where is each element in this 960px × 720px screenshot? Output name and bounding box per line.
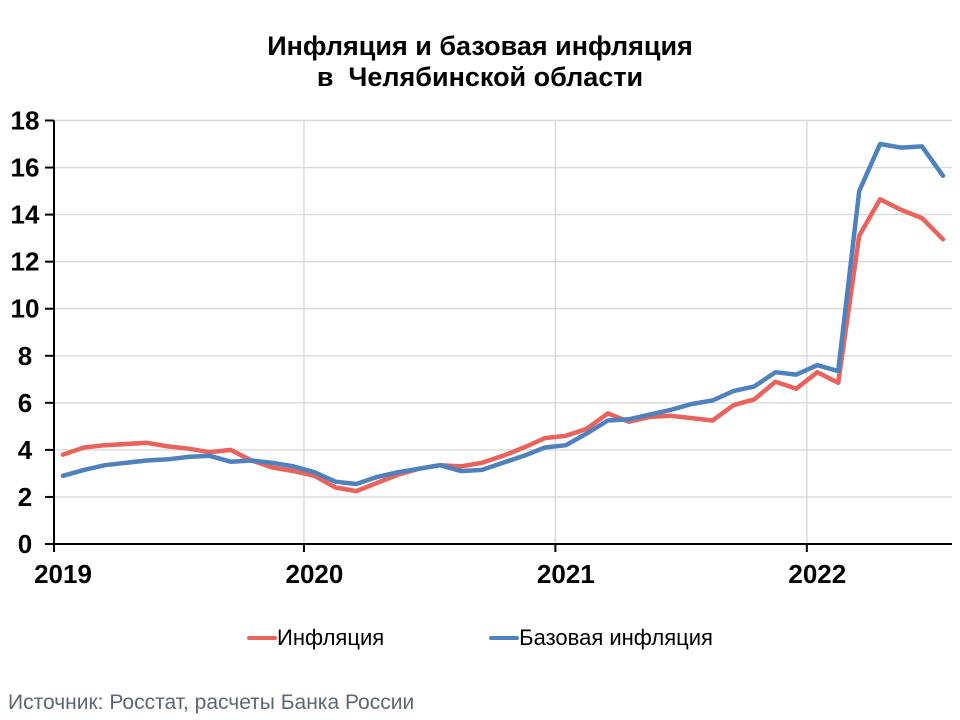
svg-text:14: 14 [11,200,40,230]
svg-text:8: 8 [18,341,32,371]
svg-text:2020: 2020 [286,559,344,589]
axes [45,119,952,552]
svg-text:2021: 2021 [537,559,595,589]
legend-label-core-inflation: Базовая инфляция [519,625,713,650]
core-inflation-line [60,141,946,487]
inflation-line [60,197,946,494]
svg-text:18: 18 [11,106,40,136]
svg-text:2: 2 [18,482,32,512]
svg-text:0: 0 [18,529,32,559]
svg-text:10: 10 [11,294,40,324]
svg-text:2019: 2019 [34,559,92,589]
svg-text:16: 16 [11,153,40,183]
svg-text:6: 6 [18,388,32,418]
horizontal-gridlines [54,119,952,498]
x-tick-labels: 2019 2020 2021 2022 [34,559,846,589]
svg-text:4: 4 [18,435,33,465]
legend-item-inflation: Инфляция [247,627,384,649]
svg-text:12: 12 [11,247,40,277]
legend: Инфляция Базовая инфляция [0,621,960,655]
legend-item-core-inflation: Базовая инфляция [489,627,713,649]
inflation-line-swatch [247,635,278,641]
core-inflation-line-swatch [489,635,520,641]
legend-label-inflation: Инфляция [277,625,385,650]
chart-title: Инфляция и базовая инфляция в Челябинско… [267,31,693,92]
svg-text:2022: 2022 [788,559,846,589]
y-tick-labels: 0 2 4 6 8 10 12 14 16 18 [11,106,40,560]
source-note: Источник: Росстат, расчеты Банка России [8,691,415,714]
